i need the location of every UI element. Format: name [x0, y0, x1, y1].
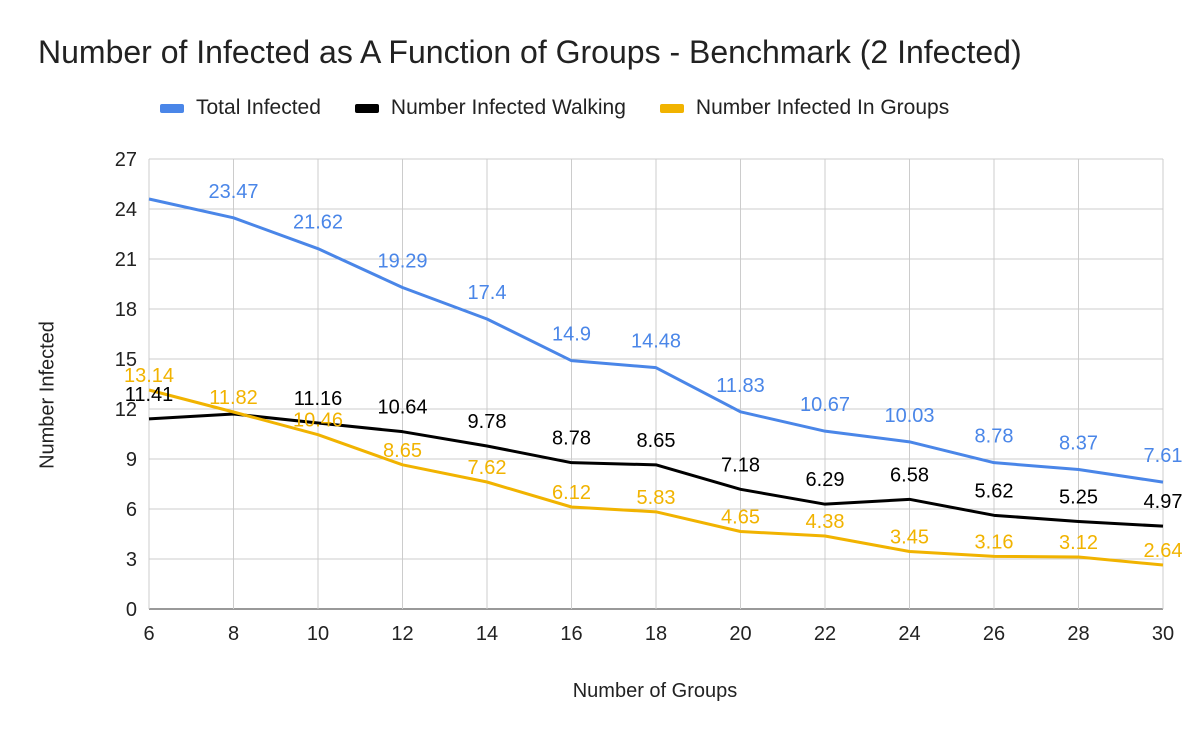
- y-tick-label: 6: [126, 499, 137, 521]
- data-label-series-0: 7.61: [1144, 445, 1183, 467]
- x-tick-label: 24: [898, 623, 920, 645]
- legend-label-total-infected: Total Infected: [196, 96, 321, 119]
- data-label-series-0: 17.4: [468, 282, 507, 304]
- data-label-series-2: 11.82: [209, 387, 258, 409]
- data-label-series-2: 3.12: [1059, 532, 1098, 554]
- x-tick-label: 8: [228, 623, 239, 645]
- legend-swatch-infected-walking: [354, 103, 379, 113]
- data-label-series-2: 2.64: [1144, 540, 1183, 562]
- series-line-1: [148, 412, 1164, 528]
- x-tick-label: 30: [1152, 623, 1174, 645]
- data-label-series-0: 19.29: [377, 251, 427, 273]
- x-tick-label: 18: [645, 623, 667, 645]
- y-tick-label: 27: [115, 149, 137, 171]
- data-label-series-0: 8.78: [975, 426, 1014, 448]
- chart-title: Number of Infected as A Function of Grou…: [38, 34, 1022, 70]
- data-label-series-0: 21.62: [293, 212, 343, 234]
- data-label-series-2: 13.14: [124, 365, 174, 387]
- y-tick-label: 18: [115, 299, 137, 321]
- data-label-series-0: 14.48: [631, 331, 681, 353]
- legend-item-infected-in-groups[interactable]: Number Infected In Groups: [659, 96, 950, 120]
- x-axis-label: Number of Groups: [572, 680, 738, 702]
- data-label-series-1: 5.62: [975, 480, 1014, 502]
- data-label-series-2: 5.83: [637, 487, 676, 509]
- data-label-series-2: 6.12: [552, 482, 591, 504]
- x-tick-label: 10: [307, 623, 329, 645]
- data-label-series-2: 3.16: [975, 531, 1014, 553]
- data-label-series-0: 10.03: [884, 405, 934, 427]
- y-tick-label: 3: [126, 549, 137, 571]
- y-tick-label: 24: [115, 199, 137, 221]
- legend-swatch-total-infected: [160, 103, 184, 113]
- data-label-series-2: 3.45: [890, 527, 929, 549]
- data-label-series-1: 4.97: [1144, 491, 1183, 513]
- series-line-0: [148, 197, 1164, 484]
- data-label-series-0: 10.67: [800, 394, 850, 416]
- y-tick-label: 12: [115, 399, 137, 421]
- x-tick-label: 20: [729, 623, 751, 645]
- x-tick-label: 26: [983, 623, 1005, 645]
- x-tick-label: 28: [1067, 623, 1089, 645]
- data-label-series-2: 8.65: [383, 440, 422, 462]
- data-label-series-1: 6.58: [890, 464, 929, 486]
- data-label-series-2: 10.46: [293, 410, 343, 432]
- y-tick-label: 15: [115, 349, 137, 371]
- data-label-series-1: 5.25: [1059, 487, 1098, 509]
- data-label-series-1: 8.65: [637, 430, 676, 452]
- legend: Total Infected Number Infected Walking N…: [160, 96, 949, 120]
- legend-item-total-infected[interactable]: Total Infected: [160, 96, 321, 120]
- legend-label-infected-in-groups: Number Infected In Groups: [695, 96, 950, 119]
- x-tick-label: 16: [560, 623, 582, 645]
- data-label-series-1: 7.18: [721, 454, 760, 476]
- y-tick-label: 9: [126, 449, 137, 471]
- data-label-series-1: 9.78: [468, 411, 507, 433]
- y-tick-label: 0: [126, 599, 137, 621]
- data-label-series-1: 10.64: [377, 397, 427, 419]
- x-tick-label: 22: [814, 623, 836, 645]
- legend-label-infected-walking: Number Infected Walking: [390, 96, 626, 119]
- y-axis-label: Number Infected: [36, 321, 59, 469]
- legend-item-infected-walking[interactable]: Number Infected Walking: [354, 96, 626, 120]
- data-label-series-1: 6.29: [806, 469, 845, 491]
- data-label-series-0: 8.37: [1059, 433, 1098, 455]
- series-line-2: [148, 388, 1164, 567]
- data-label-series-0: 14.9: [552, 324, 591, 346]
- data-label-series-1: 11.16: [294, 388, 343, 410]
- data-label-series-0: 11.83: [716, 375, 765, 397]
- y-tick-label: 21: [115, 249, 137, 271]
- data-label-series-2: 7.62: [468, 457, 507, 479]
- data-label-series-1: 11.41: [125, 384, 174, 406]
- x-tick-label: 6: [143, 623, 154, 645]
- data-label-series-1: 8.78: [552, 428, 591, 450]
- x-tick-label: 14: [476, 623, 498, 645]
- x-tick-label: 12: [391, 623, 413, 645]
- data-label-series-0: 23.47: [208, 181, 258, 203]
- data-label-series-2: 4.38: [806, 511, 845, 533]
- data-label-series-2: 4.65: [721, 507, 760, 529]
- legend-swatch-infected-in-groups: [659, 103, 684, 113]
